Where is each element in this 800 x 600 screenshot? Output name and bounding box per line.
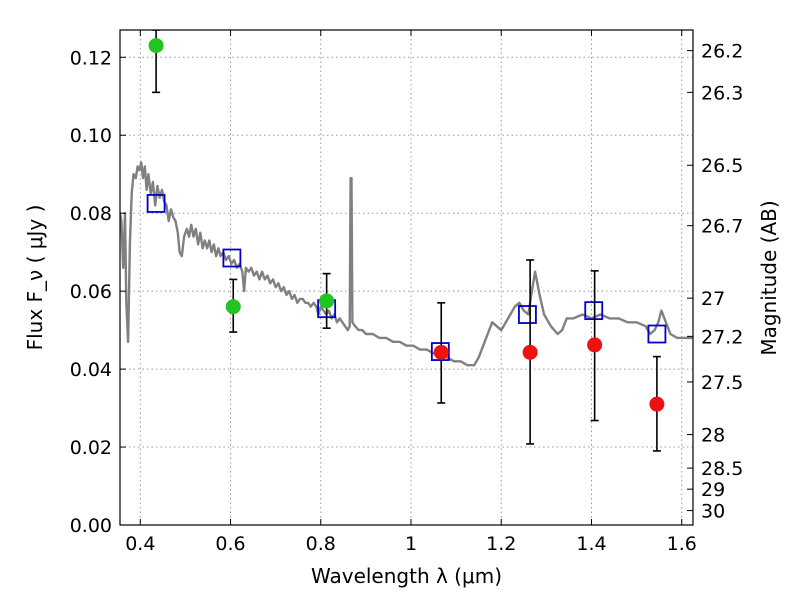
- model-square-marker: [222, 248, 242, 268]
- y2-tick-label: 26.5: [701, 155, 743, 177]
- y-axis-title: Flux F_ν ( μJy ): [23, 205, 47, 351]
- y2-tick-label: 27.2: [701, 326, 743, 348]
- y2-tick-label: 27.5: [701, 372, 743, 394]
- y2-tick-label: 29: [701, 479, 725, 501]
- detection-point: [148, 38, 164, 54]
- y2-tick-label: 28.5: [701, 458, 743, 480]
- x-tick-label: 0.4: [125, 533, 155, 555]
- y2-tick-label: 30: [701, 501, 725, 523]
- detection-point: [319, 293, 335, 309]
- axis-ticks: [120, 30, 693, 526]
- y-tick-label: 0.04: [70, 359, 112, 381]
- y2-axis-title: Magnitude (AB): [757, 200, 781, 355]
- x-tick-label: 1.6: [667, 533, 697, 555]
- detection-point: [225, 299, 241, 315]
- y2-tick-label: 26.3: [701, 82, 743, 104]
- sed-spectrum-line: [120, 161, 693, 367]
- photometry-point-red: [587, 337, 603, 353]
- x-tick-label: 1.2: [486, 533, 516, 555]
- y-tick-label: 0.06: [70, 281, 112, 303]
- x-axis-title: Wavelength λ (μm): [311, 564, 502, 588]
- y-tick-label: 0.00: [70, 515, 112, 537]
- y2-tick-label: 28: [701, 425, 725, 447]
- grid-lines: [120, 30, 693, 526]
- plot-area: [120, 30, 693, 452]
- x-tick-label: 0.8: [306, 533, 336, 555]
- y2-tick-label: 27: [701, 288, 725, 310]
- x-tick-label: 1.4: [576, 533, 606, 555]
- x-tick-label: 1: [405, 533, 417, 555]
- model-square-marker: [146, 194, 166, 213]
- model-square-marker: [430, 342, 450, 361]
- photometry-point-red: [649, 396, 665, 412]
- y2-tick-label: 26.2: [701, 41, 743, 63]
- plot-frame: [119, 29, 694, 526]
- y-tick-label: 0.10: [70, 125, 112, 147]
- model-square-marker: [647, 324, 667, 344]
- y-tick-label: 0.12: [70, 47, 112, 69]
- x-tick-label: 0.6: [215, 533, 245, 555]
- photometry-point-red: [522, 344, 538, 360]
- model-square-marker: [584, 301, 604, 321]
- model-square-marker: [518, 305, 537, 324]
- y2-tick-label: 26.7: [701, 216, 743, 238]
- y-tick-label: 0.02: [70, 437, 112, 459]
- y-tick-label: 0.08: [70, 203, 112, 225]
- photometry-point-red: [433, 344, 449, 360]
